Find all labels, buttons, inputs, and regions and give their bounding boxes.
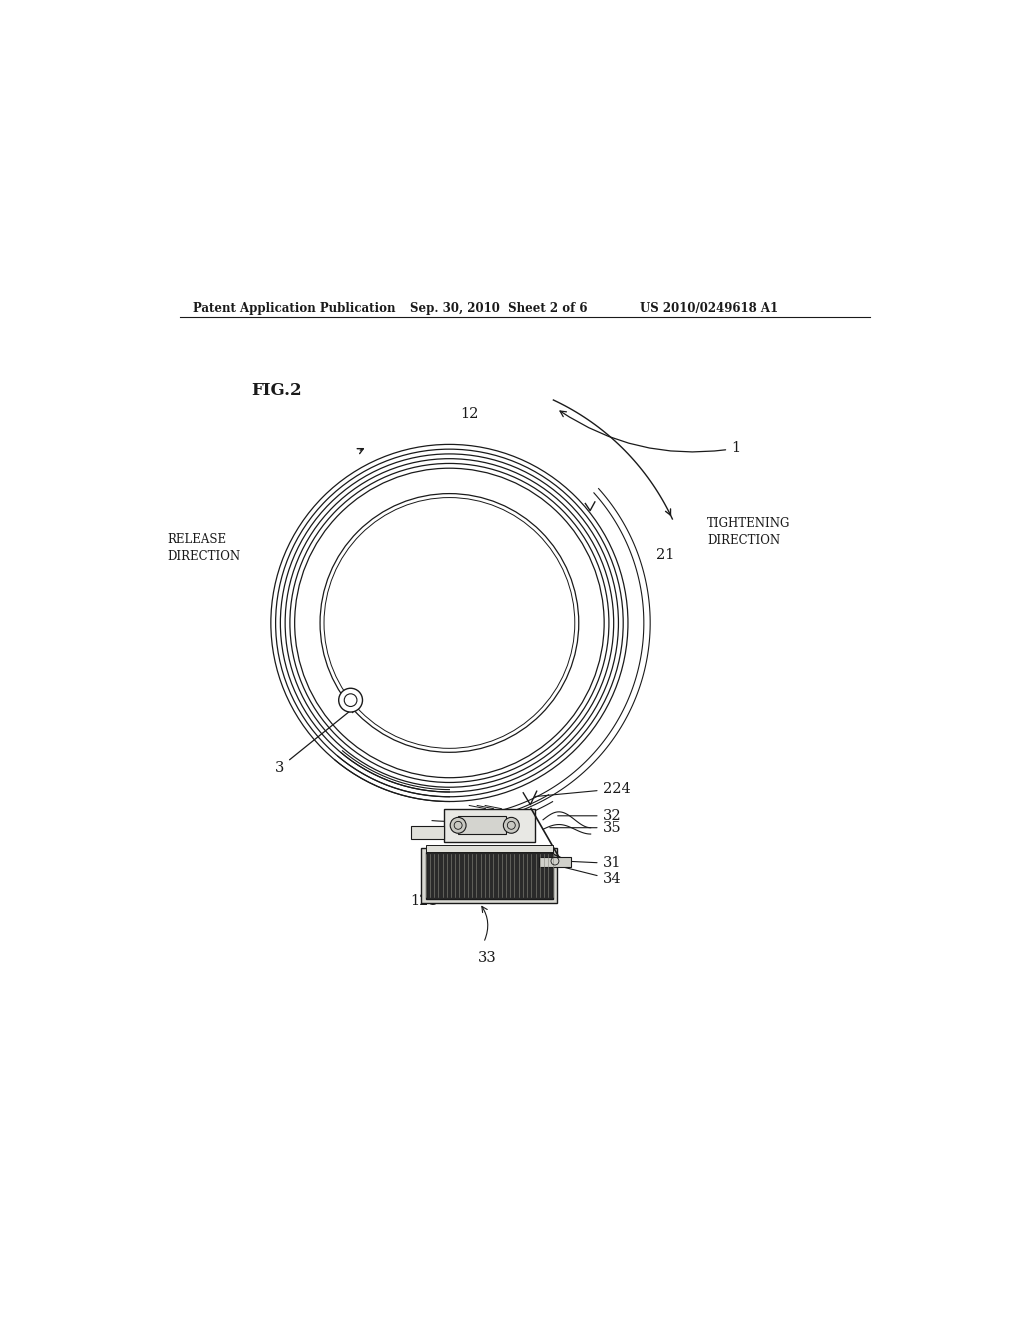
Bar: [539, 857, 570, 867]
Circle shape: [451, 817, 466, 833]
Text: 31: 31: [565, 857, 622, 870]
Text: 34: 34: [558, 866, 622, 886]
Bar: [443, 809, 536, 842]
Circle shape: [339, 688, 362, 711]
Text: 35: 35: [550, 821, 622, 834]
Text: US 2010/0249618 A1: US 2010/0249618 A1: [640, 301, 778, 314]
Text: 21: 21: [655, 549, 674, 562]
Text: 22: 22: [420, 890, 439, 904]
Bar: [411, 826, 443, 838]
Bar: [426, 851, 553, 899]
Text: Sep. 30, 2010  Sheet 2 of 6: Sep. 30, 2010 Sheet 2 of 6: [410, 301, 587, 314]
Text: 12: 12: [460, 407, 478, 421]
Bar: [421, 847, 557, 903]
Text: 3: 3: [275, 706, 355, 775]
Text: RELEASE
DIRECTION: RELEASE DIRECTION: [168, 532, 241, 562]
Circle shape: [504, 817, 519, 833]
Text: 32: 32: [558, 809, 622, 822]
Text: TIGHTENING
DIRECTION: TIGHTENING DIRECTION: [708, 516, 791, 546]
Text: 33: 33: [478, 950, 497, 965]
Circle shape: [317, 491, 582, 755]
Bar: [426, 845, 553, 851]
Text: Patent Application Publication: Patent Application Publication: [194, 301, 395, 314]
Text: 121: 121: [411, 894, 438, 908]
Text: FIG.2: FIG.2: [251, 383, 302, 400]
Bar: [458, 816, 506, 834]
Text: 224: 224: [536, 781, 631, 796]
Text: 1: 1: [560, 411, 740, 455]
